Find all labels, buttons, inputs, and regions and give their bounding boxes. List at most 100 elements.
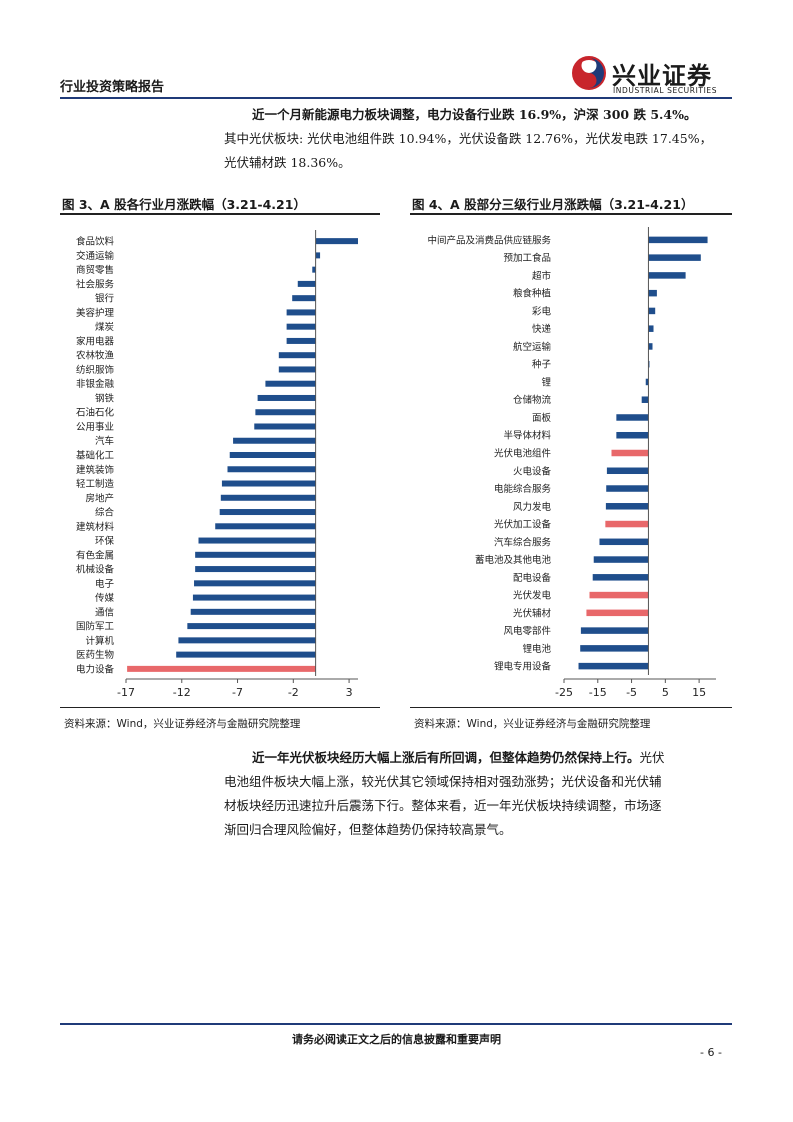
- conclusion-line-3: 材板块经历迅速拉升后震荡下行。整体来看，近一年光伏板块持续调整，市场逐: [224, 798, 662, 813]
- category-label: 银行: [95, 293, 115, 305]
- logo-chinese-name: 兴业证券: [612, 62, 712, 90]
- category-label: 食品饮料: [76, 236, 115, 248]
- bar-传媒: [192, 594, 316, 601]
- category-label: 面板: [532, 412, 552, 424]
- bar-光伏电池组件: [611, 449, 649, 457]
- category-label: 钢铁: [95, 392, 115, 404]
- footer-disclaimer: 请务必阅读正文之后的信息披露和重要声明: [292, 1033, 501, 1046]
- bar-建筑装饰: [227, 466, 316, 473]
- bar-超市: [648, 272, 686, 279]
- x-tick-label: -7: [232, 686, 243, 699]
- conclusion-line-1-rest: 光伏: [639, 750, 665, 765]
- category-label: 锂电专用设备: [494, 661, 552, 673]
- category-label: 社会服务: [76, 278, 115, 290]
- category-label: 风电零部件: [503, 625, 551, 637]
- bar-非银金融: [265, 380, 316, 387]
- category-label: 电子: [95, 578, 115, 590]
- category-label: 种子: [532, 359, 552, 371]
- bar-轻工制造: [221, 480, 316, 487]
- bar-风力发电: [605, 503, 649, 510]
- category-label: 超市: [532, 270, 552, 282]
- category-label: 综合: [95, 507, 115, 519]
- x-tick-label: -12: [173, 686, 191, 699]
- category-label: 公用事业: [76, 421, 114, 433]
- category-label: 半导体材料: [503, 430, 551, 442]
- bar-光伏加工设备: [605, 520, 649, 528]
- bar-国防军工: [187, 623, 316, 630]
- category-label: 轻工制造: [76, 478, 115, 490]
- bar-石油石化: [255, 409, 316, 416]
- bar-房地产: [220, 494, 316, 501]
- bar-预加工食品: [648, 254, 701, 261]
- sub-industry-monthly-change-chart: 中间产品及消费品供应链服务预加工食品超市粮食种植彩电快递航空运输种子锂仓储物流面…: [427, 227, 716, 699]
- category-label: 机械设备: [76, 564, 115, 576]
- figure-4-top-rule: [410, 213, 732, 215]
- figure-4-source: 资料来源：Wind，兴业证券经济与金融研究院整理: [414, 718, 651, 730]
- figure-4-title: 图 4、A 股部分三级行业月涨跌幅（3.21-4.21）: [412, 197, 694, 212]
- bar-公用事业: [254, 423, 316, 430]
- bar-快递: [648, 325, 654, 332]
- category-label: 煤炭: [95, 321, 115, 333]
- bar-综合: [219, 509, 316, 516]
- intro-lead: 近一个月新能源电力板块调整，电力设备行业跌 16.9%，沪深 300 跌 5.4…: [252, 107, 697, 122]
- category-label: 传媒: [95, 592, 115, 604]
- logo-emblem-icon: [572, 56, 606, 90]
- category-label: 有色金属: [76, 549, 114, 561]
- category-label: 商贸零售: [76, 264, 114, 276]
- category-label: 粮食种植: [513, 288, 552, 300]
- bar-钢铁: [257, 394, 316, 401]
- bar-交通运输: [315, 252, 321, 259]
- report-type-title: 行业投资策略报告: [60, 80, 165, 95]
- bar-电子: [194, 580, 316, 587]
- page-number: - 6 -: [700, 1046, 722, 1059]
- bar-锂电池: [580, 645, 649, 652]
- bar-电能综合服务: [606, 485, 649, 492]
- bar-农林牧渔: [278, 352, 316, 359]
- figure-4-bottom-rule: [410, 707, 732, 708]
- intro-paragraph: 近一个月新能源电力板块调整，电力设备行业跌 16.9%，沪深 300 跌 5.4…: [224, 103, 734, 175]
- bar-美容护理: [286, 309, 316, 316]
- category-label: 环保: [95, 535, 115, 547]
- category-label: 家用电器: [76, 335, 115, 347]
- intro-line-3: 光伏辅材跌 18.36%。: [224, 155, 351, 170]
- bar-银行: [292, 295, 316, 302]
- category-label: 国防军工: [76, 621, 115, 633]
- industry-monthly-change-chart: 食品饮料交通运输商贸零售社会服务银行美容护理煤炭家用电器农林牧渔纺织服饰非银金融…: [76, 230, 358, 699]
- category-label: 快递: [532, 323, 552, 335]
- category-label: 纺织服饰: [76, 364, 114, 376]
- bar-建筑材料: [215, 523, 316, 530]
- category-label: 光伏电池组件: [494, 448, 552, 460]
- category-label: 蓄电池及其他电池: [475, 554, 552, 566]
- bar-面板: [616, 414, 649, 421]
- figure-3-top-rule: [60, 213, 380, 215]
- bar-光伏发电: [589, 591, 649, 599]
- logo-english-name: INDUSTRIAL SECURITIES: [613, 86, 718, 95]
- category-label: 非银金融: [76, 378, 115, 390]
- bar-仓储物流: [641, 396, 649, 403]
- bar-社会服务: [297, 280, 316, 287]
- bar-彩电: [648, 307, 656, 315]
- bar-食品饮料: [315, 238, 358, 245]
- category-label: 配电设备: [513, 572, 552, 584]
- conclusion-line-4: 渐回归合理风险偏好，但整体趋势仍保持较高景气。: [224, 822, 512, 837]
- category-label: 火电设备: [513, 465, 552, 477]
- category-label: 基础化工: [76, 450, 115, 462]
- bar-计算机: [178, 637, 316, 644]
- category-label: 石油石化: [76, 407, 115, 419]
- conclusion-lead: 近一年光伏板块经历大幅上涨后有所回调，但整体趋势仍然保持上行。: [252, 750, 640, 765]
- conclusion-paragraph: 近一年光伏板块经历大幅上涨后有所回调，但整体趋势仍然保持上行。光伏 电池组件板块…: [224, 746, 734, 842]
- bar-种子: [648, 360, 650, 368]
- category-label: 光伏辅材: [513, 607, 552, 619]
- bar-锂: [645, 378, 649, 386]
- bar-配电设备: [592, 574, 649, 581]
- category-label: 锂: [541, 376, 551, 388]
- category-label: 电能综合服务: [494, 483, 552, 495]
- category-label: 建筑装饰: [76, 464, 114, 476]
- x-tick-label: 5: [662, 686, 669, 699]
- bar-半导体材料: [616, 431, 649, 439]
- bar-风电零部件: [580, 627, 649, 634]
- category-label: 房地产: [85, 492, 114, 504]
- category-label: 汽车综合服务: [494, 536, 552, 548]
- bar-锂电专用设备: [578, 662, 649, 670]
- category-label: 风力发电: [513, 501, 552, 513]
